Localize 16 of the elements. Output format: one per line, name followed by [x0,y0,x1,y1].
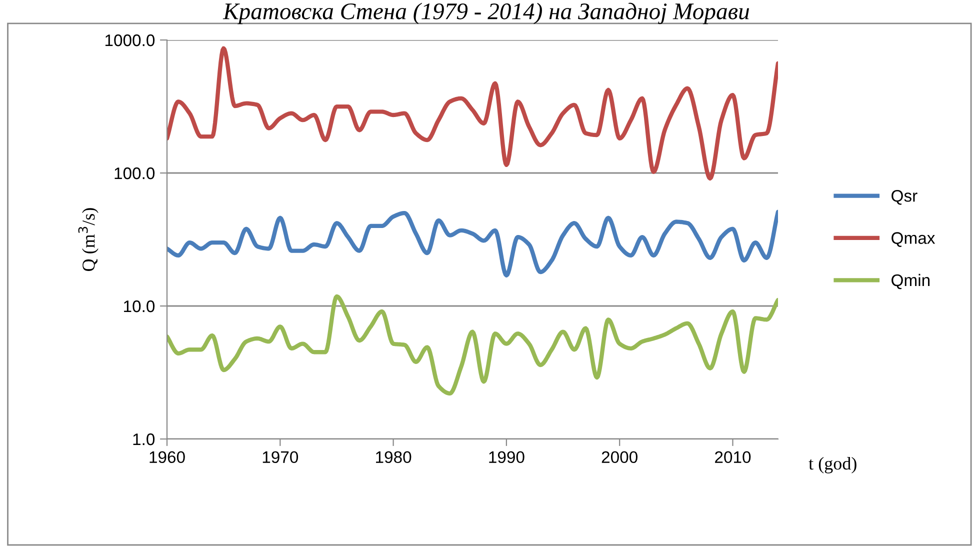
x-tick-label: 1960 [150,451,185,464]
y-tick-label: 10.0 [124,300,155,312]
y-tick-label: 100.0 [114,167,155,180]
legend-label: Qmax [892,232,936,247]
x-tick-label: 1990 [489,451,524,464]
legend-label: Qsr [892,190,918,205]
y-tick-label: 1000.0 [105,34,155,46]
x-axis-title: t (god) [808,456,856,474]
y-tick-label: 1.0 [133,433,155,446]
y-axis-title: Q (m$^{3}$/s) [78,208,98,271]
x-tick-label: 2000 [602,451,638,464]
x-tick-label: 1970 [262,451,298,464]
legend-label: Qmin [892,274,930,290]
chart-title: Кратовска Стена (1979 - 2014) на Западној Морави [222,2,750,24]
x-tick-label: 2010 [715,451,751,464]
x-tick-label: 1980 [376,451,412,464]
